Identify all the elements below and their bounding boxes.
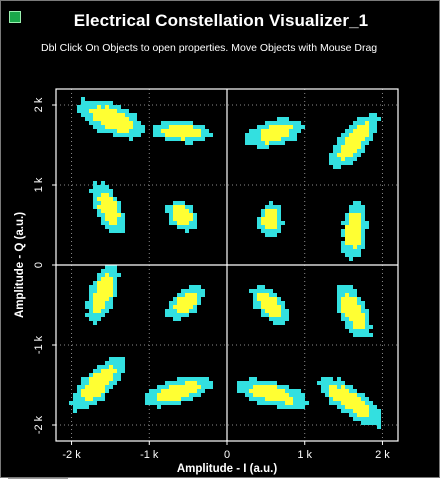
y-tick-label: 1 k (33, 177, 45, 192)
window-title: Electrical Constellation Visualizer_1 (73, 11, 369, 30)
constellation-point (165, 201, 197, 233)
y-tick-label: -2 k (33, 415, 45, 434)
constellation-point (245, 117, 305, 149)
window-icon[interactable] (9, 11, 21, 23)
x-tick-label: 0 (224, 449, 230, 461)
scroll-track[interactable] (8, 478, 68, 485)
constellation-point (337, 285, 373, 337)
y-axis-label: Amplitude - Q (a.u.) (14, 212, 26, 318)
y-tick-label: -1 k (33, 335, 45, 354)
constellation-point (317, 377, 381, 429)
constellation-chart[interactable]: -2 k -1 k 0 1 k 2 k 2 k 1 k 0 -1 k -2 k Amplitude … (1, 1, 440, 478)
constellation-point (145, 377, 213, 409)
x-tick-label: 1 k (297, 449, 312, 461)
window-subtitle: Dbl Click On Objects to open properties.… (41, 42, 378, 54)
constellation-clusters (69, 97, 381, 429)
constellation-point (153, 121, 213, 145)
constellation-point (69, 357, 125, 413)
y-tick-label: 0 (33, 262, 45, 268)
constellation-point (257, 201, 285, 237)
constellation-point (89, 181, 125, 233)
constellation-point (329, 113, 381, 169)
bottom-strip (0, 478, 448, 488)
constellation-point (341, 201, 369, 261)
x-tick-label: -2 k (62, 449, 81, 461)
x-tick-label: 2 k (375, 449, 390, 461)
x-axis-label: Amplitude - I (a.u.) (177, 463, 277, 475)
constellation-point (237, 377, 309, 409)
constellation-window: Electrical Constellation Visualizer_1 Db… (0, 0, 440, 478)
constellation-point (77, 97, 145, 141)
constellation-point (85, 265, 121, 325)
constellation-point (165, 285, 205, 321)
x-tick-label: -1 k (140, 449, 159, 461)
y-tick-label: 2 k (33, 97, 45, 112)
constellation-point (249, 285, 289, 325)
